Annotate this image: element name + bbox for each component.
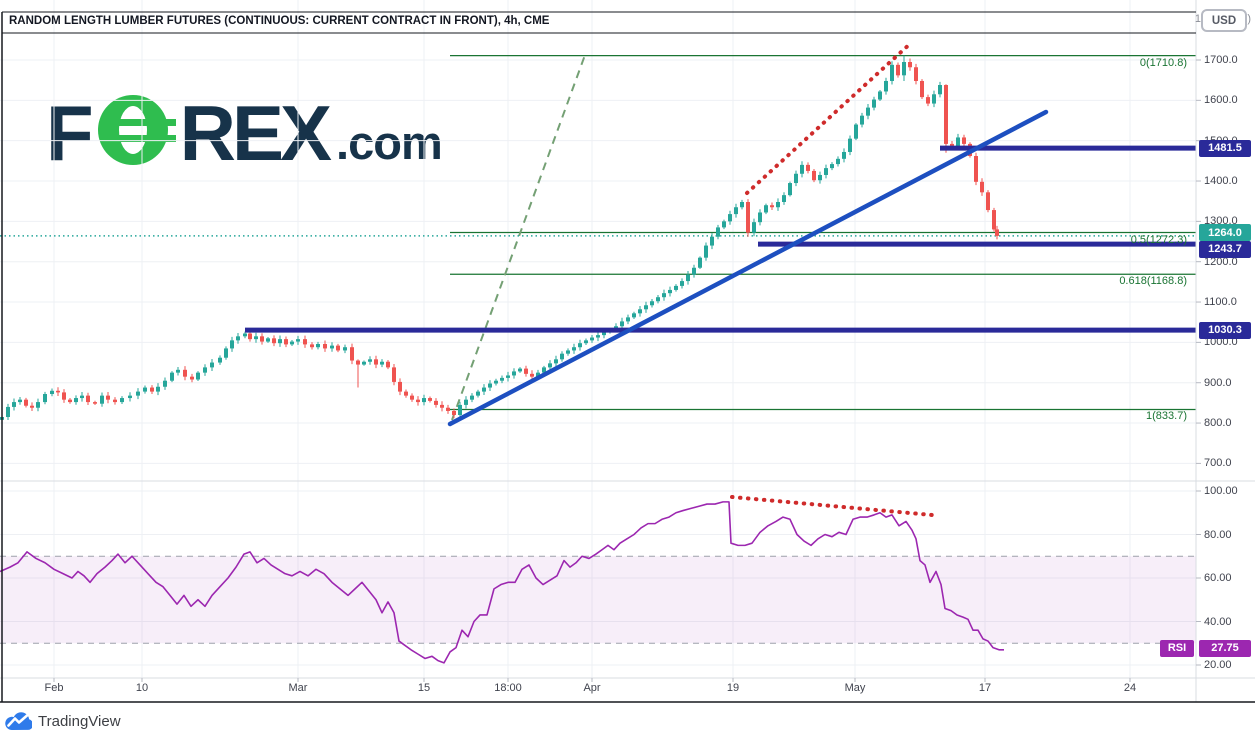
rsi-indicator-badge[interactable]: RSI [1160, 639, 1194, 657]
time-tick-label: 10 [135, 682, 149, 694]
price-tick-label: 700.0 [1204, 457, 1232, 470]
fib-retracement-lines[interactable] [450, 55, 1196, 411]
time-tick-label: Apr [583, 682, 601, 694]
pane-separators [0, 0, 1255, 702]
price-axis-badge[interactable]: 1030.3 [1199, 321, 1251, 339]
forex-logo-o-icon [97, 94, 176, 171]
rsi-value-badge[interactable]: 27.75 [1199, 639, 1251, 657]
time-tick-label: 19 [726, 682, 740, 694]
fib-level-label: 0.618(1168.8) [1119, 275, 1187, 288]
price-tick-label: 800.0 [1204, 417, 1232, 430]
price-tick-label: 1700.0 [1204, 54, 1238, 66]
footer-bar: TradingView [0, 703, 1255, 741]
green-dashed-trendline[interactable] [451, 54, 586, 421]
rsi-tick-label: 80.00 [1204, 528, 1232, 541]
red-dotted-price-trendline[interactable] [745, 40, 914, 195]
price-tick-label: 1100.0 [1204, 296, 1237, 309]
axis-fragment-right: ) [1247, 13, 1251, 25]
fib-level-label: 0.5(1272.3) [1130, 233, 1187, 246]
tradingview-logo[interactable]: TradingView [5, 711, 121, 731]
rsi-band [0, 555, 1196, 644]
forex-logo-rex: REX [179, 88, 332, 177]
candlestick-series[interactable] [0, 55, 999, 422]
fib-level-label: 1(833.7) [1146, 410, 1187, 423]
price-tick-label: 1400.0 [1204, 175, 1238, 188]
rsi-line[interactable] [0, 501, 1004, 664]
symbol-legend-title[interactable]: RANDOM LENGTH LUMBER FUTURES (CONTINUOUS… [9, 15, 550, 27]
time-tick-label: 15 [417, 682, 431, 694]
price-tick-label: 1300.0 [1204, 215, 1238, 228]
time-tick-label: 18:00 [494, 682, 522, 694]
forex-watermark-logo: F REX .com [46, 88, 443, 177]
chart-borders [0, 11, 1255, 703]
fib-level-label: 0(1710.8) [1139, 56, 1187, 69]
tradingview-cloud-icon [5, 712, 32, 731]
time-tick-label: 24 [1123, 682, 1137, 694]
red-dotted-rsi-trendline[interactable] [730, 495, 934, 517]
price-axis-badge[interactable]: 1481.5 [1199, 139, 1251, 157]
rsi-tick-label: 60.00 [1204, 572, 1232, 584]
time-tick-label: Mar [288, 682, 308, 694]
price-tick-label: 1200.0 [1204, 255, 1238, 268]
time-tick-label: May [844, 682, 866, 694]
blue-trendline[interactable] [447, 109, 1049, 427]
currency-unit-toggle[interactable]: USD [1201, 9, 1247, 32]
price-tick-label: 1600.0 [1204, 94, 1238, 107]
axis-fragment-left: 1 [1194, 13, 1201, 25]
price-tick-label: 900.0 [1204, 376, 1232, 389]
rsi-tick-label: 40.00 [1204, 615, 1232, 628]
price-axis-badge[interactable]: 1243.7 [1199, 240, 1251, 258]
price-axis-badge[interactable]: 1264.0 [1199, 224, 1251, 242]
tradingview-logo-text: TradingView [38, 712, 121, 730]
time-tick-label: 17 [978, 682, 992, 694]
rsi-tick-label: 100.00 [1204, 485, 1238, 497]
price-tick-label: 1000.0 [1204, 336, 1238, 349]
horizontal-level-lines[interactable] [245, 145, 1196, 333]
rsi-tick-label: 20.00 [1204, 659, 1232, 671]
forex-logo-com: .com [336, 116, 443, 169]
gridlines [0, 0, 1196, 678]
time-tick-label: Feb [44, 682, 64, 694]
